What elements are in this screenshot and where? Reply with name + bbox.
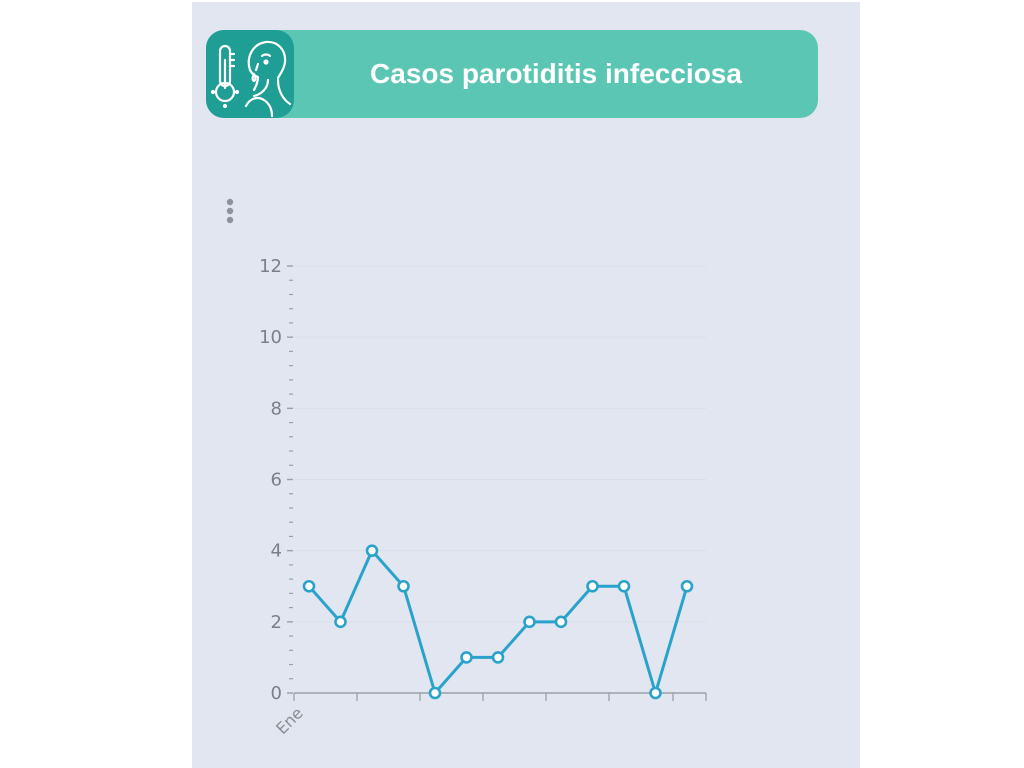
thermometer-sick-person-icon [206,30,294,118]
page-title: Casos parotiditis infecciosa [370,58,742,89]
line-chart: 0 2 4 6 8 10 12 Ene [259,256,707,738]
y-tick-label: 12 [259,256,282,277]
data-point [334,615,347,629]
title-banner: Casos parotiditis infecciosa [206,30,818,118]
data-point [397,579,410,593]
data-point [617,579,631,593]
vertical-ellipsis-icon[interactable] [222,198,238,228]
y-tick-label: 10 [259,327,282,348]
data-point [554,615,568,629]
data-point [365,544,379,557]
x-tick-label: Ene [272,703,307,738]
data-point [649,686,662,700]
data-point [586,579,599,593]
y-tick-label: 6 [271,470,282,491]
data-point [428,686,442,700]
data-point [491,651,505,664]
dashboard-panel: Casos parotiditis infecciosa 0 2 4 6 8 10 12 En… [192,2,860,768]
data-point [680,579,694,593]
y-tick-label: 2 [271,612,282,633]
y-tick-label: 0 [271,683,282,704]
data-point [460,651,473,664]
y-tick-label: 8 [271,398,282,419]
y-tick-label: 4 [271,541,282,562]
data-point [302,579,316,593]
data-point [523,615,536,629]
